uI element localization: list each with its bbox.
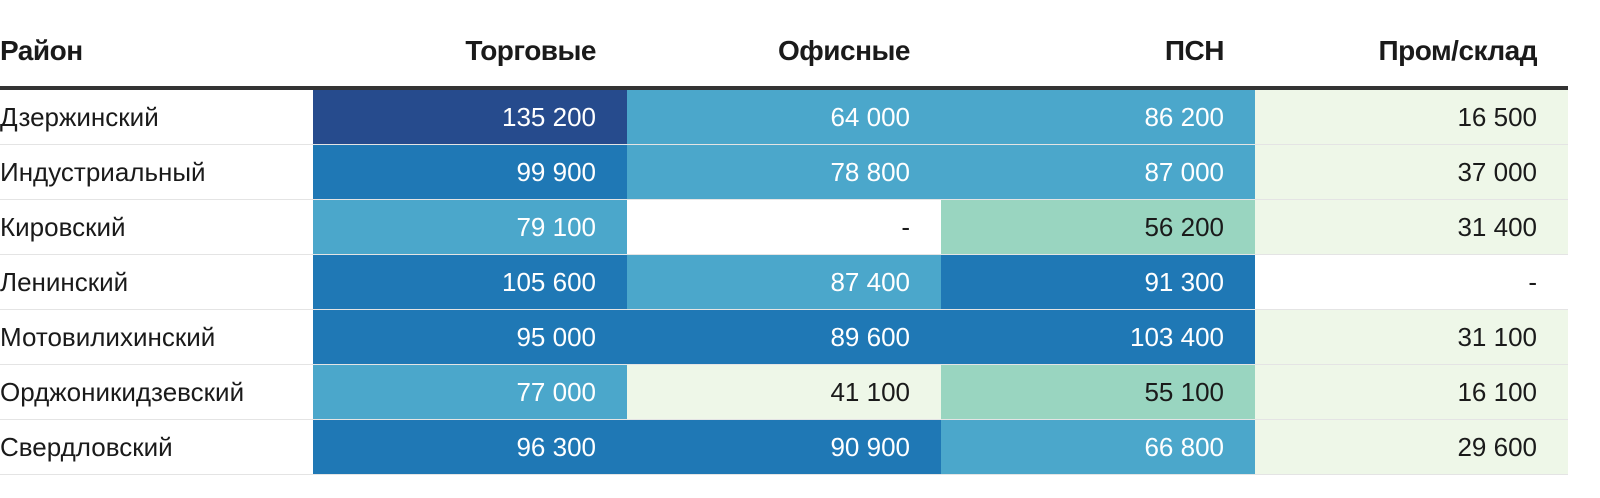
heatmap-cell-industrial-warehouse: 16 100: [1255, 364, 1568, 420]
heatmap-cell-industrial-warehouse: 37 000: [1255, 144, 1568, 200]
heatmap-cell-psn: 87 000: [941, 144, 1255, 200]
column-header-retail: Торговые: [313, 16, 627, 90]
table-body: Дзержинский 135 200 64 000 86 200 16 500 Инду…: [0, 88, 1568, 475]
heatmap-cell-office: 90 900: [627, 419, 941, 475]
heatmap-cell-retail: 77 000: [313, 364, 627, 420]
row-label: Мотовилихинский: [0, 309, 313, 365]
row-label: Свердловский: [0, 419, 313, 475]
heatmap-cell-industrial-warehouse: -: [1255, 254, 1568, 310]
heatmap-cell-industrial-warehouse: 31 100: [1255, 309, 1568, 365]
heatmap-cell-psn: 91 300: [941, 254, 1255, 310]
heatmap-cell-retail: 79 100: [313, 199, 627, 255]
column-header-district: Район: [0, 16, 313, 90]
heatmap-cell-office: -: [627, 199, 941, 255]
column-header-psn: ПСН: [941, 16, 1255, 90]
table-row: Орджоникидзевский 77 000 41 100 55 100 16 10…: [0, 364, 1568, 420]
heatmap-cell-psn: 55 100: [941, 364, 1255, 420]
heatmap-cell-office: 89 600: [627, 309, 941, 365]
heatmap-cell-retail: 95 000: [313, 309, 627, 365]
row-label: Дзержинский: [0, 88, 313, 145]
heatmap-cell-industrial-warehouse: 29 600: [1255, 419, 1568, 475]
heatmap-cell-retail: 96 300: [313, 419, 627, 475]
heatmap-cell-office: 64 000: [627, 88, 941, 145]
heatmap-cell-industrial-warehouse: 31 400: [1255, 199, 1568, 255]
heatmap-cell-psn: 86 200: [941, 88, 1255, 145]
heatmap-cell-psn: 103 400: [941, 309, 1255, 365]
table-row: Дзержинский 135 200 64 000 86 200 16 500: [0, 88, 1568, 145]
heatmap-cell-psn: 56 200: [941, 199, 1255, 255]
row-label: Индустриальный: [0, 144, 313, 200]
row-label: Ленинский: [0, 254, 313, 310]
row-label: Орджоникидзевский: [0, 364, 313, 420]
table-row: Кировский 79 100-56 200 31 400: [0, 199, 1568, 255]
heatmap-cell-office: 78 800: [627, 144, 941, 200]
heatmap-cell-office: 41 100: [627, 364, 941, 420]
header-row: Район Торговые Офисные ПСН Пром/склад: [0, 16, 1568, 90]
heatmap-cell-office: 87 400: [627, 254, 941, 310]
table-row: Свердловский 96 300 90 900 66 800 29 600: [0, 419, 1568, 475]
heatmap-cell-industrial-warehouse: 16 500: [1255, 88, 1568, 145]
table-row: Мотовилихинский 95 000 89 600 103 400 31 100: [0, 309, 1568, 365]
heatmap-cell-retail: 99 900: [313, 144, 627, 200]
table-row: Ленинский 105 600 87 400 91 300-: [0, 254, 1568, 310]
heatmap-cell-retail: 135 200: [313, 88, 627, 145]
heatmap-table: Район Торговые Офисные ПСН Пром/склад Дз…: [0, 16, 1568, 475]
table-row: Индустриальный 99 900 78 800 87 000 37 000: [0, 144, 1568, 200]
column-header-industrial-warehouse: Пром/склад: [1255, 16, 1568, 90]
column-header-office: Офисные: [627, 16, 941, 90]
heatmap-cell-psn: 66 800: [941, 419, 1255, 475]
row-label: Кировский: [0, 199, 313, 255]
heatmap-cell-retail: 105 600: [313, 254, 627, 310]
